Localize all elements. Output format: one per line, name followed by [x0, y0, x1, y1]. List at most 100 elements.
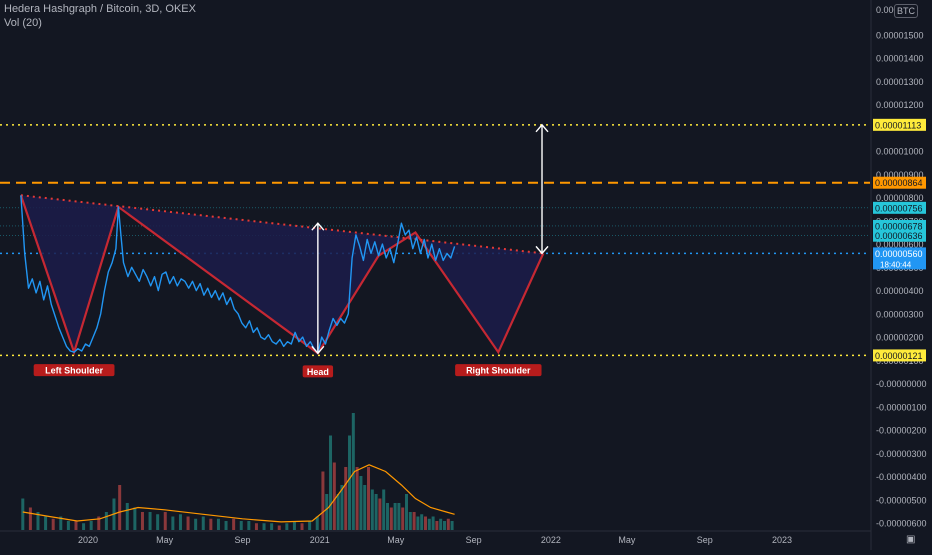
volume-bar — [386, 503, 390, 530]
level-badge[interactable] — [873, 176, 926, 189]
time-tick-label: 2023 — [772, 535, 792, 545]
volume-bar — [329, 435, 333, 530]
volume-bar — [427, 518, 431, 530]
volume-bar — [340, 485, 344, 530]
volume-bar — [351, 413, 355, 530]
time-tick-label: 2021 — [310, 535, 330, 545]
volume-bar — [66, 521, 70, 530]
volume-bar — [44, 516, 48, 530]
volume-bar — [408, 512, 412, 530]
volume-bar — [74, 521, 78, 530]
price-tick-label: 0.00000800 — [876, 193, 924, 203]
volume-bar — [315, 516, 319, 530]
volume-bar — [239, 521, 243, 530]
pattern-label-box — [455, 364, 542, 377]
volume-bar — [416, 516, 420, 530]
volume-bar — [51, 518, 55, 530]
volume-bar — [247, 521, 251, 530]
pattern-label: Left Shoulder — [45, 366, 103, 376]
volume-bar — [378, 498, 382, 530]
volume-bar — [209, 518, 213, 530]
price-tick-label: -0.00000100 — [876, 402, 927, 412]
arrow-head-top — [535, 123, 549, 133]
volume-bar — [254, 523, 258, 530]
volume-bar — [393, 503, 397, 530]
level-badge[interactable] — [873, 219, 926, 232]
arrow-head-bottom — [311, 345, 325, 355]
arrow-head-top — [311, 222, 325, 231]
volume-bar — [321, 471, 325, 530]
time-tick-label: Sep — [697, 535, 713, 545]
volume-bar — [382, 489, 386, 530]
level-badge-label: 0.00000678 — [875, 221, 923, 231]
volume-bar — [262, 523, 266, 530]
volume-bar — [325, 494, 329, 530]
volume-bar — [270, 523, 274, 530]
time-tick-label: May — [618, 535, 636, 545]
volume-ma-line — [22, 464, 455, 523]
volume-bar — [21, 498, 25, 530]
volume-bar — [133, 507, 137, 530]
volume-bar — [89, 521, 93, 530]
price-tick-label: -0.00000500 — [876, 495, 927, 505]
last-price-badge[interactable] — [873, 247, 926, 270]
volume-bar — [140, 512, 144, 530]
volume-bar — [201, 516, 205, 530]
price-tick-label: 0.00000600 — [876, 240, 924, 250]
volume-bar — [118, 485, 122, 530]
level-badge[interactable] — [873, 229, 926, 242]
volume-bar — [224, 521, 228, 530]
price-tick-label: -0.00000000 — [876, 379, 927, 389]
volume-bar — [367, 467, 371, 530]
volume-bar — [442, 521, 446, 530]
volume-bar — [216, 518, 220, 530]
volume-bar — [332, 462, 336, 530]
price-line — [20, 195, 456, 354]
volume-bar — [412, 512, 416, 530]
volume-bar — [194, 518, 198, 530]
last-price-label: 0.00000560 — [875, 249, 923, 259]
volume-bar — [446, 518, 450, 530]
volume-bar — [389, 507, 393, 530]
volume-bar — [148, 512, 152, 530]
volume-bar — [435, 521, 439, 530]
axis-settings-icon[interactable]: ▣ — [906, 534, 916, 545]
volume-bar — [171, 516, 175, 530]
volume-bar — [370, 489, 374, 530]
pattern-label: Head — [307, 367, 329, 377]
volume-bar — [344, 467, 348, 530]
countdown-label: 18:40:44 — [880, 260, 912, 269]
volume-bar — [125, 503, 129, 530]
level-badge[interactable] — [873, 118, 926, 131]
volume-bar — [336, 494, 340, 530]
time-tick-label: May — [387, 535, 405, 545]
pattern-label-box — [302, 365, 334, 378]
neckline[interactable] — [20, 194, 544, 255]
volume-bar — [36, 512, 40, 530]
time-tick-label: May — [156, 535, 174, 545]
level-badge-label: 0.00000864 — [875, 178, 923, 188]
volume-bar — [178, 514, 182, 530]
price-tick-label: 0.00001200 — [876, 100, 924, 110]
price-tick-label: 0.00001000 — [876, 147, 924, 157]
level-badge-label: 0.00000636 — [875, 231, 923, 241]
volume-bar — [439, 518, 443, 530]
currency-badge[interactable]: BTC — [894, 4, 918, 18]
price-tick-label: 0.00000200 — [876, 333, 924, 343]
pattern-fill — [20, 195, 544, 354]
volume-bar — [450, 521, 454, 530]
price-tick-label: -0.00000600 — [876, 519, 927, 529]
time-tick-label: 2022 — [541, 535, 561, 545]
volume-bar — [397, 503, 401, 530]
volume-bar — [405, 494, 409, 530]
level-badge-label: 0.00001113 — [875, 120, 921, 130]
volume-bar — [359, 476, 363, 530]
time-tick-label: Sep — [466, 535, 482, 545]
volume-bar — [420, 514, 424, 530]
price-tick-label: 0.00001400 — [876, 54, 924, 64]
volume-bar — [363, 485, 367, 530]
level-badge[interactable] — [873, 349, 926, 362]
level-badge[interactable] — [873, 201, 926, 214]
